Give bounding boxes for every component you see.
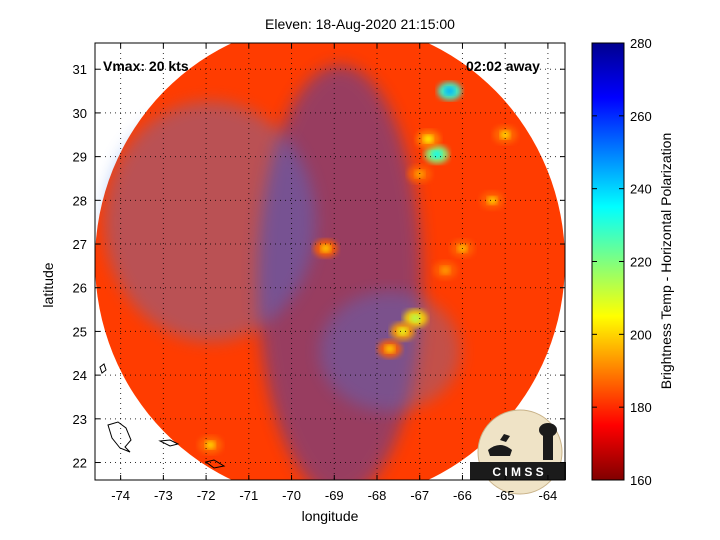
y-tick-label: 31: [73, 62, 87, 77]
colorbar-tick-label: 280: [630, 36, 652, 51]
x-tick-label: -66: [453, 488, 472, 503]
x-tick-label: -65: [496, 488, 515, 503]
colorbar-gradient: [591, 42, 625, 481]
warm-region: [104, 101, 316, 342]
chart-title: Eleven: 18-Aug-2020 21:15:00: [265, 16, 455, 32]
colorbar-tick-label: 260: [630, 109, 652, 124]
colorbar-label: Brightness Temp - Horizontal Polarizatio…: [658, 132, 674, 390]
feature-core: [410, 314, 421, 323]
x-tick-label: -70: [282, 488, 301, 503]
feature-core: [431, 150, 442, 159]
feature-core: [440, 266, 451, 275]
logo-dish: [500, 434, 510, 442]
x-axis-label: longitude: [301, 508, 359, 524]
y-tick-label: 25: [73, 324, 87, 339]
colorbar-tick-label: 200: [630, 327, 652, 342]
cimss-logo: C I M S S: [470, 409, 566, 495]
y-tick-label: 29: [73, 150, 87, 165]
y-tick-label: 27: [73, 237, 87, 252]
time-away-annotation: 02:02 away: [466, 58, 540, 74]
colorbar-ticks: 160 180 200 220 240 260 280: [592, 36, 652, 488]
y-tick-label: 24: [73, 368, 87, 383]
feature-core: [205, 441, 216, 450]
feature-core: [384, 344, 395, 353]
feature-core: [320, 244, 331, 253]
y-tick-label: 26: [73, 281, 87, 296]
grid-lines: [95, 43, 565, 480]
coastlines: [99, 363, 226, 469]
feature-core: [397, 327, 408, 336]
y-axis: 22 23 24 25 26 27 28 29 30 31: [73, 62, 565, 471]
y-tick-label: 28: [73, 193, 87, 208]
plot-frame: [94, 42, 566, 481]
feature-core: [444, 87, 455, 96]
logo-dish: [488, 445, 512, 456]
x-tick-label: -64: [539, 488, 558, 503]
x-axis: -74 -73 -72 -71 -70 -69 -68 -67 -66 -65 -64: [111, 43, 557, 503]
colorbar: 160 180 200 220 240 260 280: [591, 36, 652, 488]
feature-core: [487, 196, 498, 205]
x-tick-label: -72: [197, 488, 216, 503]
logo-tower-top: [539, 423, 557, 437]
colorbar-tick-label: 160: [630, 473, 652, 488]
y-tick-label: 23: [73, 412, 87, 427]
y-tick-label: 22: [73, 456, 87, 471]
x-tick-label: -69: [325, 488, 344, 503]
feature-core: [423, 135, 434, 144]
island-outline: [99, 363, 107, 374]
island-outline: [158, 439, 180, 447]
feature-core: [500, 130, 511, 139]
x-tick-label: -74: [111, 488, 130, 503]
colorbar-tick-label: 240: [630, 182, 652, 197]
y-tick-label: 30: [73, 106, 87, 121]
logo-text: C I M S S: [492, 465, 543, 479]
convective-features: [198, 82, 518, 455]
y-axis-label: latitude: [40, 262, 56, 308]
x-tick-label: -67: [410, 488, 429, 503]
island-outline: [107, 421, 132, 453]
x-tick-label: -73: [154, 488, 173, 503]
colorbar-tick-label: 180: [630, 400, 652, 415]
x-tick-label: -68: [368, 488, 387, 503]
colorbar-tick-label: 220: [630, 255, 652, 270]
vmax-annotation: Vmax: 20 kts: [103, 58, 189, 74]
x-tick-label: -71: [239, 488, 258, 503]
logo-tower: [543, 430, 553, 460]
island-outline: [204, 459, 226, 469]
feature-core: [414, 170, 425, 179]
logo-banner: [470, 462, 566, 480]
